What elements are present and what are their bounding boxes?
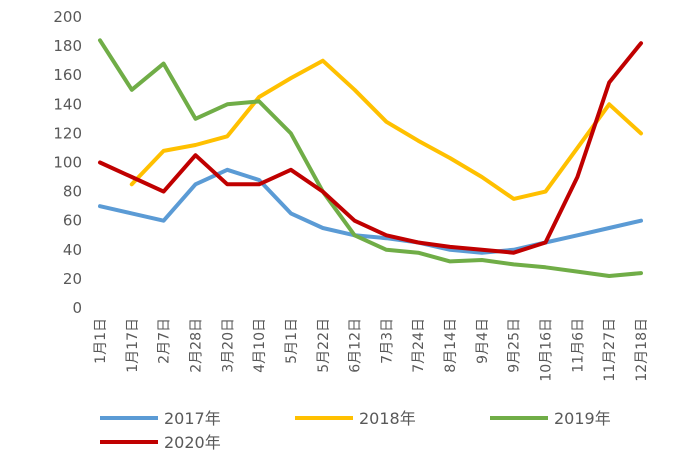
series-line	[98, 38, 643, 278]
x-tick-label: 12月18日	[634, 318, 650, 382]
x-tick-label: 4月10日	[252, 318, 268, 373]
y-tick-label: 80	[63, 183, 82, 201]
x-tick-label: 5月22日	[316, 318, 332, 373]
y-tick-label: 0	[72, 299, 82, 317]
x-tick-label: 9月4日	[475, 318, 491, 364]
y-tick-label: 120	[53, 124, 82, 142]
series-line	[98, 167, 643, 255]
x-tick-label: 3月20日	[220, 318, 236, 373]
x-tick-label: 2月7日	[157, 318, 173, 364]
legend-label: 2020年	[164, 433, 221, 452]
y-tick-label: 200	[53, 8, 82, 26]
legend-label: 2019年	[554, 409, 611, 428]
x-tick-label: 7月24日	[411, 318, 427, 373]
x-tick-label: 9月25日	[507, 318, 523, 373]
y-tick-label: 140	[53, 95, 82, 113]
y-tick-label: 100	[53, 154, 82, 172]
x-tick-label: 7月3日	[379, 318, 395, 364]
series-line	[129, 58, 643, 201]
y-tick-label: 20	[63, 270, 82, 288]
y-tick-label: 40	[63, 241, 82, 259]
legend-label: 2018年	[359, 409, 416, 428]
x-tick-label: 5月1日	[284, 318, 300, 364]
x-tick-label: 1月17日	[125, 318, 141, 373]
y-tick-label: 160	[53, 66, 82, 84]
x-tick-label: 2月28日	[188, 318, 204, 373]
series-line	[98, 41, 643, 255]
y-tick-label: 60	[63, 212, 82, 230]
y-tick-label: 180	[53, 37, 82, 55]
legend-label: 2017年	[164, 409, 221, 428]
x-tick-label: 8月14日	[443, 318, 459, 373]
x-tick-label: 1月1日	[93, 318, 109, 364]
x-tick-label: 10月16日	[539, 318, 555, 382]
x-tick-label: 11月6日	[570, 318, 586, 373]
x-tick-label: 11月27日	[602, 318, 618, 382]
x-tick-label: 6月12日	[348, 318, 364, 373]
